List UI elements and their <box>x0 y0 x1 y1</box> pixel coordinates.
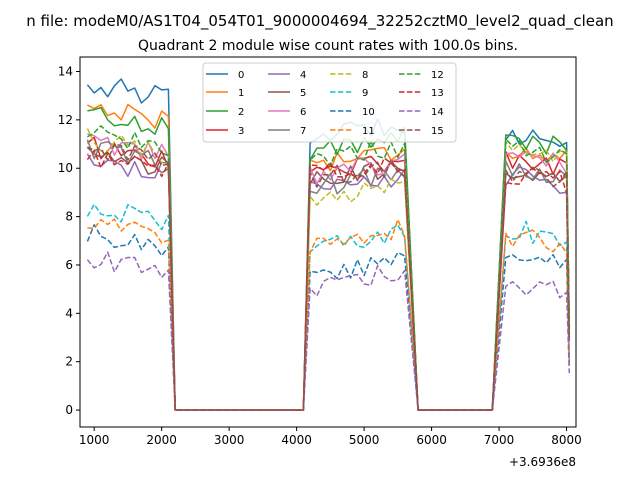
legend-label-10: 10 <box>362 107 375 118</box>
y-tick-label: 12 <box>58 113 73 127</box>
legend-label-4: 4 <box>300 70 306 81</box>
series-line-11 <box>87 218 571 411</box>
x-tick-label: 1000 <box>79 433 110 447</box>
series-line-9 <box>86 203 571 411</box>
legend-frame <box>202 62 457 143</box>
series-line-6 <box>87 133 571 411</box>
x-tick-label: 3000 <box>214 433 245 447</box>
series-line-13 <box>86 149 571 411</box>
legend-label-12: 12 <box>431 70 444 81</box>
y-tick-label: 0 <box>65 403 73 417</box>
y-tick-label: 6 <box>65 258 73 272</box>
y-tick-label: 2 <box>65 355 73 369</box>
series-line-8 <box>86 128 571 411</box>
x-axis-offset-label: +3.6936e8 <box>509 455 576 469</box>
series-line-15 <box>87 143 571 411</box>
y-tick-label: 10 <box>58 161 73 175</box>
series-line-14 <box>86 251 571 411</box>
legend-label-15: 15 <box>431 126 444 137</box>
x-axis: 1000 2000 3000 4000 5000 6000 7000 8000 <box>79 427 582 447</box>
legend-label-2: 2 <box>238 107 244 118</box>
legend-label-11: 11 <box>362 126 375 137</box>
x-tick-label: 6000 <box>416 433 447 447</box>
x-tick-label: 8000 <box>551 433 582 447</box>
x-tick-label: 5000 <box>349 433 380 447</box>
y-tick-label: 4 <box>65 306 73 320</box>
legend-label-3: 3 <box>238 126 244 137</box>
y-tick-label: 8 <box>65 210 73 224</box>
y-tick-label: 14 <box>58 65 73 79</box>
axes-frame <box>79 56 577 428</box>
chart-title: Quadrant 2 module wise count rates with … <box>138 38 518 54</box>
series-line-12 <box>86 125 571 411</box>
legend-label-7: 7 <box>300 126 306 137</box>
series-line-7 <box>86 139 571 411</box>
series-line-4 <box>86 153 571 411</box>
x-tick-label: 7000 <box>484 433 515 447</box>
legend-label-13: 13 <box>431 88 444 99</box>
legend-label-14: 14 <box>431 107 444 118</box>
legend-label-0: 0 <box>238 70 244 81</box>
y-axis: 0 2 4 6 8 10 12 14 <box>58 65 80 417</box>
figure-suptitle: n file: modeM0/AS1T04_054T01_9000004694_… <box>26 12 613 31</box>
legend-label-1: 1 <box>238 88 244 99</box>
legend-label-8: 8 <box>362 70 368 81</box>
series-line-10 <box>86 224 571 411</box>
legend-label-5: 5 <box>300 88 306 99</box>
legend-label-6: 6 <box>300 107 306 118</box>
legend-label-9: 9 <box>362 88 368 99</box>
x-tick-label: 4000 <box>281 433 312 447</box>
x-tick-label: 2000 <box>146 433 177 447</box>
